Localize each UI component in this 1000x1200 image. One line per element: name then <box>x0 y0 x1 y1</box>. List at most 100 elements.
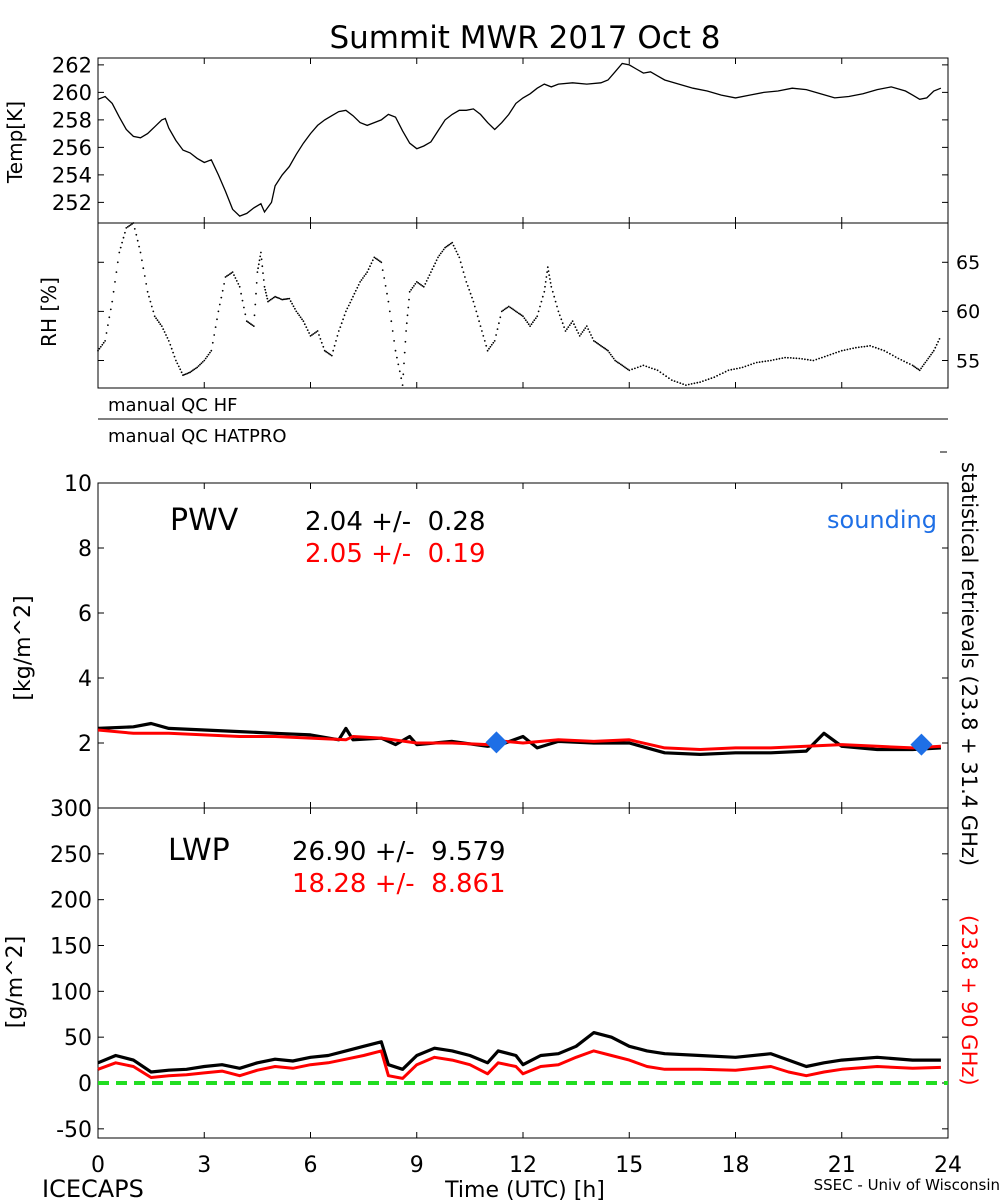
rh-point <box>357 284 360 286</box>
rh-point <box>209 351 211 354</box>
rh-point <box>275 296 278 299</box>
rh-point <box>405 322 408 325</box>
rh-point <box>373 256 376 259</box>
rh-point <box>105 332 108 334</box>
rh-point <box>523 317 526 320</box>
rh-point <box>102 341 105 344</box>
rh-point <box>374 257 377 260</box>
rh-point <box>182 374 184 377</box>
rh-point <box>478 320 480 323</box>
rh-point <box>405 330 407 332</box>
rh-point <box>699 381 701 383</box>
rh-point <box>332 349 335 352</box>
rh-point <box>500 310 503 313</box>
rh-point <box>119 246 122 249</box>
rh-point <box>468 288 471 291</box>
rh-point <box>466 285 469 287</box>
temp-ytick-label: 256 <box>52 136 92 160</box>
rh-point <box>262 272 264 274</box>
rh-point <box>611 355 614 358</box>
rh-point <box>402 373 405 376</box>
rh-point <box>832 352 835 355</box>
rh-point <box>305 326 308 328</box>
rh-point <box>784 356 786 359</box>
pwv-title: PWV <box>170 503 239 538</box>
rh-point <box>770 359 772 362</box>
rh-point <box>849 348 852 350</box>
rh-point <box>549 278 551 280</box>
rh-point <box>391 330 394 332</box>
lwp-stat-red: 18.28 +/- 8.861 <box>292 869 506 899</box>
rh-point <box>592 340 595 342</box>
rh-point <box>604 347 607 350</box>
rh-point <box>900 359 903 361</box>
rh-point <box>274 295 276 298</box>
temp-ytick-label: 252 <box>52 191 92 215</box>
rh-point <box>510 307 513 310</box>
rh-point <box>659 371 662 374</box>
rh-point <box>292 305 295 308</box>
rh-point <box>612 357 615 360</box>
temp-ytick-label: 262 <box>52 53 92 77</box>
rh-point <box>921 365 924 368</box>
rh-point <box>595 341 598 344</box>
rh-point <box>240 292 243 295</box>
rh-point <box>257 263 260 266</box>
rh-point <box>179 368 182 371</box>
rh-point <box>311 334 313 336</box>
qc-hatpro-label: manual QC HATPRO <box>108 426 287 447</box>
rh-point <box>135 233 138 236</box>
rh-point <box>704 379 707 381</box>
rh-point <box>417 282 420 284</box>
rh-point <box>935 343 938 346</box>
rh-point <box>156 319 159 322</box>
rh-point <box>503 308 506 311</box>
rh-point <box>121 241 123 244</box>
rh-point <box>230 272 233 274</box>
rh-point <box>744 365 747 368</box>
rh-point <box>363 275 366 277</box>
rh-point <box>665 375 667 378</box>
rh-point <box>431 268 434 271</box>
pwv-stat-black: 2.04 +/- 0.28 <box>305 507 486 537</box>
rh-point <box>422 285 425 288</box>
rh-point <box>924 361 927 364</box>
rh-point <box>866 345 869 348</box>
rh-point <box>265 291 267 294</box>
rh-point <box>97 349 99 352</box>
rh-point <box>891 354 894 357</box>
rh-point <box>101 343 104 346</box>
pwv-ytick-label: 0 <box>78 797 92 822</box>
rh-point <box>329 353 332 356</box>
rh-point <box>843 349 846 351</box>
rh-point <box>883 349 886 352</box>
rh-ylabel: RH [%] <box>37 277 61 347</box>
rh-point <box>309 335 312 337</box>
rh-point <box>761 360 764 363</box>
rh-ytick-label: 55 <box>956 350 980 372</box>
lwp-ytick-label: -50 <box>56 1118 92 1143</box>
rh-point <box>376 258 378 261</box>
qc-hf-label: manual QC HF <box>108 395 237 416</box>
rh-point <box>495 334 497 336</box>
rh-point <box>513 309 516 312</box>
rh-point <box>526 321 529 324</box>
rh-point <box>398 370 401 373</box>
rh-point <box>152 310 155 313</box>
rh-point <box>598 343 601 346</box>
rh-point <box>245 320 248 323</box>
rh-point <box>132 222 135 224</box>
rh-point <box>522 315 524 318</box>
rh-point <box>227 274 230 276</box>
rh-point <box>545 276 548 278</box>
sounding-marker <box>485 731 508 754</box>
rh-point <box>547 270 550 272</box>
rh-point <box>366 271 369 273</box>
rh-point <box>670 379 673 381</box>
rh-point <box>925 359 928 362</box>
rh-point <box>264 288 267 291</box>
rh-point <box>444 246 446 249</box>
rh-point <box>587 328 590 330</box>
rh-point <box>308 332 310 334</box>
rh-point <box>350 298 353 301</box>
